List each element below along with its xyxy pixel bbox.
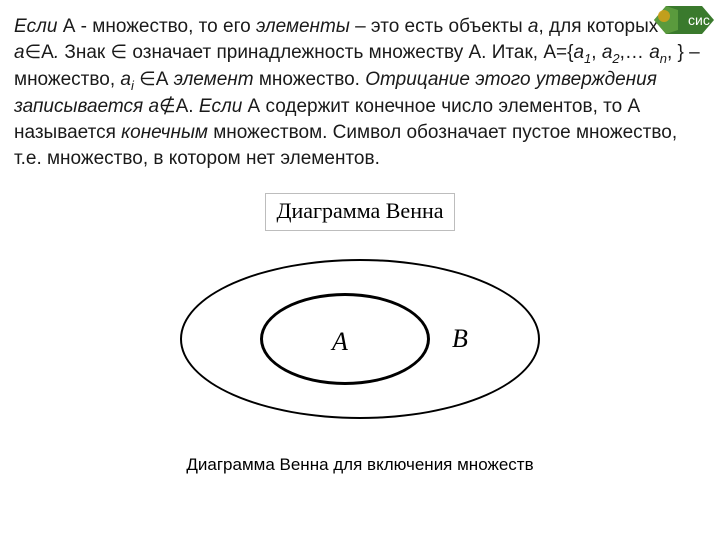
- text: А.: [176, 96, 199, 117]
- element-of-symbol: ∈: [25, 42, 42, 63]
- text: Если: [199, 96, 248, 117]
- text: элементы: [256, 16, 350, 37]
- text: a: [602, 42, 613, 63]
- text: конечным: [121, 122, 208, 143]
- text: a: [573, 42, 584, 63]
- not-element-of-symbol: ∉: [159, 96, 176, 117]
- text: – это есть объекты: [350, 16, 528, 37]
- logo-text: сис: [688, 12, 710, 28]
- text: .: [54, 42, 65, 63]
- text: Если: [14, 16, 63, 37]
- text: А: [41, 42, 54, 63]
- subscript: n: [660, 50, 667, 65]
- text: , для которых: [539, 16, 659, 37]
- set-a-label: A: [332, 327, 348, 357]
- text: ,…: [620, 42, 650, 63]
- text: а: [528, 16, 539, 37]
- venn-diagram-section: Диаграмма Венна A B Диаграмма Венна для …: [14, 193, 706, 475]
- text: А - множество, то его: [63, 16, 256, 37]
- element-of-symbol: ∈: [134, 69, 156, 90]
- diagram-caption: Диаграмма Венна для включения множеств: [186, 455, 533, 475]
- set-b-label: B: [452, 324, 468, 354]
- text: Знак: [64, 42, 110, 63]
- text: элемент: [174, 69, 259, 90]
- text: a: [649, 42, 660, 63]
- text: a: [120, 69, 131, 90]
- text: множество.: [259, 69, 365, 90]
- subscript: 2: [612, 50, 619, 65]
- text: А: [156, 69, 174, 90]
- text: а: [14, 42, 25, 63]
- text: означает принадлежность множеству А. Ита…: [127, 42, 573, 63]
- element-of-symbol: ∈: [111, 42, 128, 63]
- definition-paragraph: Если А - множество, то его элементы – эт…: [14, 14, 706, 171]
- text: ,: [591, 42, 602, 63]
- venn-diagram: A B: [160, 249, 560, 429]
- main-content: Если А - множество, то его элементы – эт…: [0, 0, 720, 475]
- logo-badge: сис: [644, 2, 714, 38]
- diagram-title: Диаграмма Венна: [265, 193, 454, 231]
